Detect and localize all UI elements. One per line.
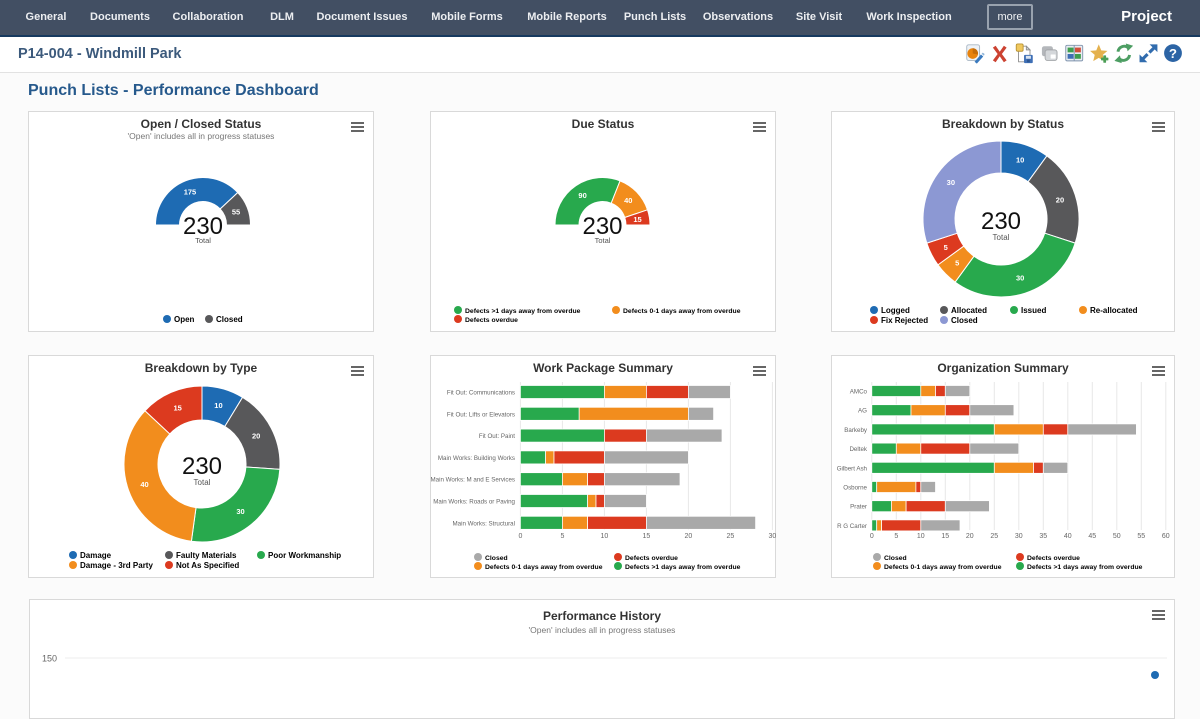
svg-text:40: 40 [1064,533,1072,540]
svg-text:230: 230 [981,208,1021,235]
svg-text:15: 15 [941,533,949,540]
svg-text:Main Works: Roads or Paving: Main Works: Roads or Paving [433,499,515,506]
svg-text:230: 230 [183,213,223,240]
svg-text:30: 30 [769,533,777,540]
svg-text:45: 45 [1088,533,1096,540]
svg-text:10: 10 [917,533,925,540]
svg-text:10: 10 [214,401,222,410]
svg-text:30: 30 [236,507,244,516]
svg-text:40: 40 [624,196,632,205]
svg-text:5: 5 [944,243,948,252]
svg-text:15: 15 [643,533,651,540]
svg-text:5: 5 [894,533,898,540]
svg-text:Deltek: Deltek [849,446,867,453]
svg-text:Main Works: M and E Services: Main Works: M and E Services [431,477,515,484]
svg-text:30: 30 [947,178,955,187]
svg-text:Total: Total [195,236,211,245]
svg-text:5: 5 [560,533,564,540]
svg-text:Main Works: Structural: Main Works: Structural [453,520,515,527]
svg-text:15: 15 [174,404,182,413]
svg-text:Barkeby: Barkeby [844,427,868,434]
svg-text:10: 10 [601,533,609,540]
svg-text:Main Works: Building Works: Main Works: Building Works [438,455,515,462]
svg-text:Total: Total [993,233,1010,242]
svg-text:20: 20 [685,533,693,540]
svg-text:230: 230 [182,453,222,480]
svg-text:175: 175 [184,188,197,197]
svg-text:5: 5 [955,258,959,267]
svg-text:Osborne: Osborne [843,485,867,492]
svg-text:230: 230 [582,213,622,240]
svg-text:Fit Out: Paint: Fit Out: Paint [479,433,515,440]
svg-text:25: 25 [990,533,998,540]
svg-text:20: 20 [1056,195,1064,204]
svg-text:Fit Out: Communications: Fit Out: Communications [447,390,515,397]
svg-text:R G Carter: R G Carter [837,523,867,530]
svg-text:AG: AG [858,408,867,415]
svg-text:?: ? [1169,46,1177,61]
svg-text:55: 55 [232,208,240,217]
svg-text:30: 30 [1015,533,1023,540]
svg-text:50: 50 [1113,533,1121,540]
svg-text:Total: Total [595,236,611,245]
svg-text:10: 10 [1016,156,1024,165]
svg-text:Fit Out: Lifts or Elevators: Fit Out: Lifts or Elevators [447,411,515,418]
svg-text:25: 25 [727,533,735,540]
svg-text:AMCo: AMCo [850,389,868,396]
svg-text:Total: Total [194,478,211,487]
svg-text:Prater: Prater [850,504,867,511]
svg-text:30: 30 [1016,274,1024,283]
svg-text:150: 150 [42,654,57,664]
svg-text:20: 20 [252,432,260,441]
svg-text:60: 60 [1162,533,1170,540]
svg-text:0: 0 [870,533,874,540]
svg-text:55: 55 [1137,533,1145,540]
svg-text:0: 0 [518,533,522,540]
svg-text:Gilbert Ash: Gilbert Ash [837,465,868,472]
svg-text:40: 40 [140,480,148,489]
svg-text:35: 35 [1039,533,1047,540]
svg-text:15: 15 [633,215,641,224]
svg-text:20: 20 [966,533,974,540]
svg-text:90: 90 [578,191,586,200]
